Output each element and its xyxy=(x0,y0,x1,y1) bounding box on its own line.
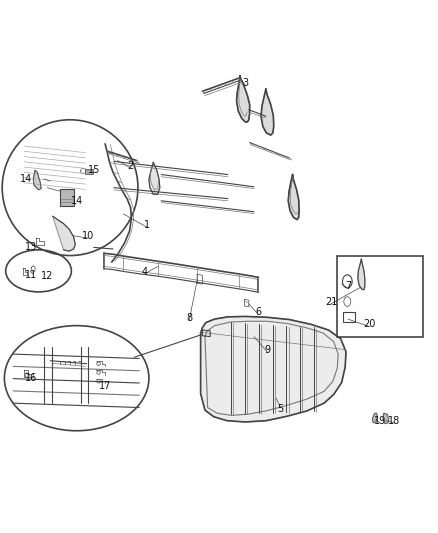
Text: 11: 11 xyxy=(25,270,38,280)
Polygon shape xyxy=(33,170,41,190)
Polygon shape xyxy=(261,89,274,135)
Polygon shape xyxy=(149,162,160,194)
Text: 15: 15 xyxy=(88,165,100,175)
Text: 13: 13 xyxy=(25,242,38,252)
Text: 18: 18 xyxy=(388,416,400,426)
Text: 14: 14 xyxy=(20,174,32,184)
Text: 5: 5 xyxy=(277,404,283,414)
Text: 12: 12 xyxy=(41,271,53,281)
Polygon shape xyxy=(358,259,365,290)
Text: 8: 8 xyxy=(186,313,192,323)
Text: 1: 1 xyxy=(144,220,150,230)
Text: 21: 21 xyxy=(325,296,337,306)
Text: 7: 7 xyxy=(345,281,351,291)
Text: 3: 3 xyxy=(242,77,248,87)
Text: 17: 17 xyxy=(99,381,111,391)
Polygon shape xyxy=(201,317,346,422)
Text: 2: 2 xyxy=(127,161,134,171)
Text: 10: 10 xyxy=(81,231,94,241)
Text: 16: 16 xyxy=(25,373,37,383)
Bar xyxy=(337,255,423,336)
Bar xyxy=(343,312,355,322)
Polygon shape xyxy=(237,76,250,122)
Polygon shape xyxy=(383,413,389,424)
Polygon shape xyxy=(372,413,378,423)
Polygon shape xyxy=(288,174,299,220)
Text: 6: 6 xyxy=(255,308,261,318)
Polygon shape xyxy=(53,216,75,251)
Text: 20: 20 xyxy=(363,319,375,329)
Text: 19: 19 xyxy=(374,416,386,426)
Text: 4: 4 xyxy=(141,266,148,277)
Text: 14: 14 xyxy=(71,196,83,206)
Bar xyxy=(60,189,74,206)
Text: 9: 9 xyxy=(264,345,270,355)
Bar xyxy=(85,169,93,174)
